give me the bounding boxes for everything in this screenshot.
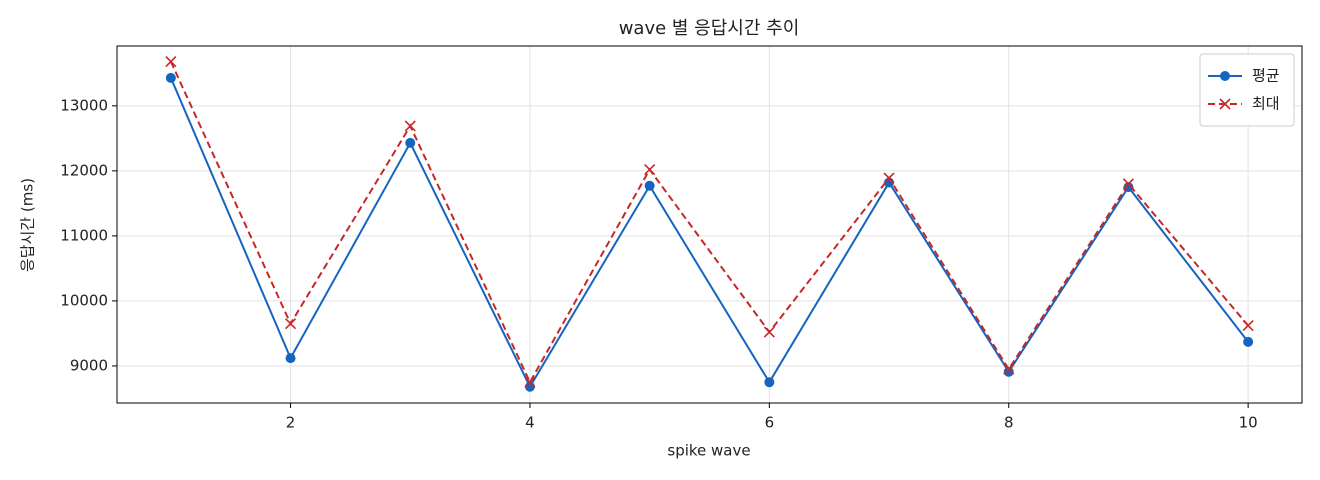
x-tick-label: 8 (1004, 414, 1014, 432)
marker (405, 137, 416, 148)
marker (1123, 182, 1134, 193)
x-tick-label: 10 (1239, 414, 1258, 432)
marker (1003, 363, 1015, 375)
x-tick-label: 6 (765, 414, 775, 432)
y-axis-label: 응답시간 (ms) (19, 178, 37, 272)
y-tick-label: 11000 (60, 226, 108, 244)
legend-box (1199, 53, 1295, 127)
y-tick-label: 13000 (60, 96, 108, 114)
y-tick-label: 10000 (60, 291, 108, 309)
legend-label: 최대 (1252, 95, 1280, 113)
series-line (169, 61, 1249, 385)
series-line (169, 77, 1249, 389)
marker (524, 376, 536, 388)
x-tick-label: 2 (286, 414, 296, 432)
marker (644, 180, 655, 191)
marker (644, 163, 656, 176)
marker (763, 326, 775, 338)
y-tick-label: 12000 (60, 161, 108, 179)
marker (1243, 336, 1254, 347)
marker (165, 72, 176, 83)
marker (764, 377, 775, 388)
plot-frame (116, 45, 1303, 404)
x-axis-label: spike wave (667, 442, 750, 460)
legend-marker (1219, 98, 1231, 110)
marker (1242, 320, 1254, 332)
marker (165, 56, 177, 68)
marker (883, 172, 895, 184)
marker (1122, 178, 1135, 190)
marker (284, 318, 297, 330)
marker (1003, 366, 1014, 377)
x-tick-label: 4 (525, 414, 535, 432)
legend-label: 평균 (1252, 67, 1280, 85)
legend-marker (1220, 71, 1230, 81)
marker (404, 120, 416, 132)
chart-title: wave 별 응답시간 추이 (619, 18, 800, 39)
y-tick-label: 9000 (70, 356, 108, 374)
marker (285, 353, 296, 364)
